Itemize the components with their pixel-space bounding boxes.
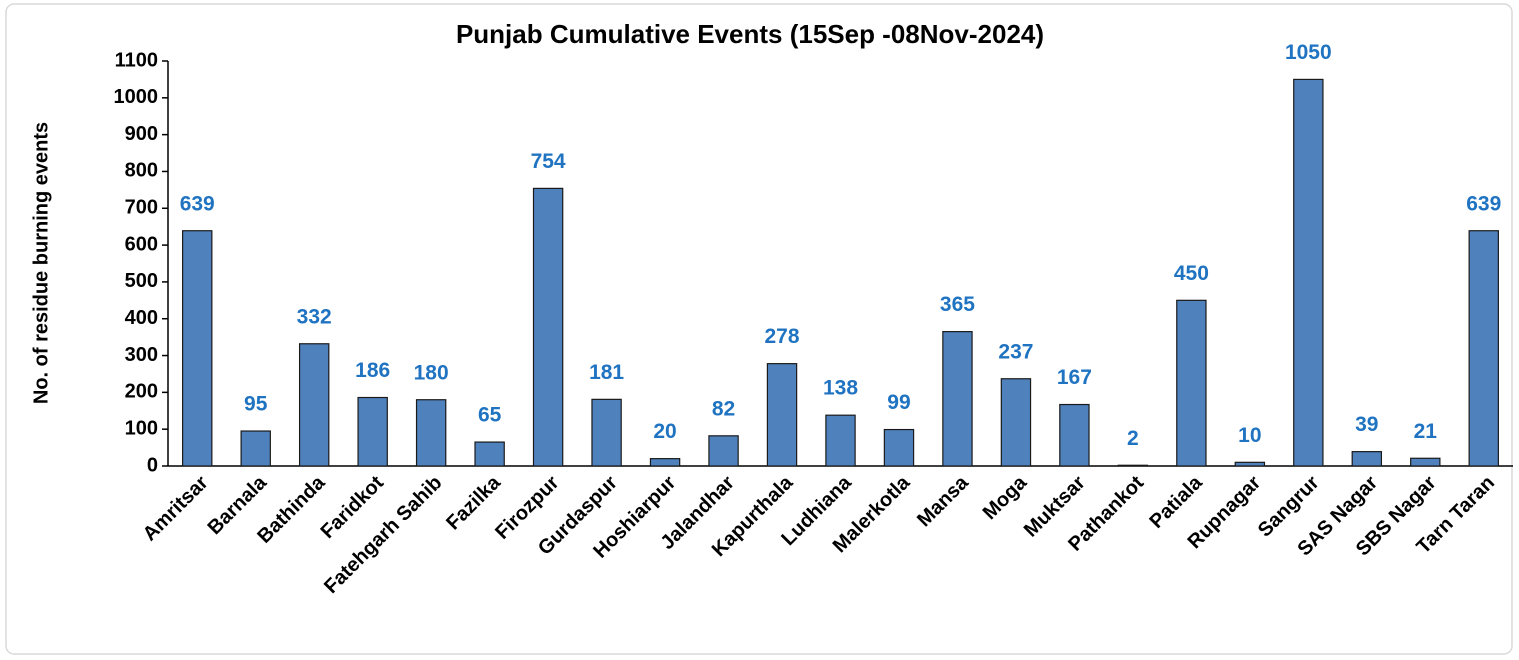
y-tick-label: 1100: [115, 49, 158, 71]
bar: [649, 458, 681, 467]
data-label: 278: [764, 325, 799, 348]
bar: [1117, 464, 1149, 467]
data-label: 1050: [1285, 41, 1332, 64]
y-tick-label: 300: [125, 344, 158, 366]
data-label: 20: [653, 420, 676, 443]
data-label: 167: [1057, 366, 1092, 389]
data-label: 82: [712, 397, 735, 420]
data-label: 754: [531, 150, 566, 173]
bar: [591, 398, 622, 467]
bar: [1351, 451, 1383, 467]
data-label: 639: [1466, 192, 1501, 215]
y-tick-label: 200: [125, 381, 158, 403]
chart-border: [5, 3, 1513, 655]
data-label: 99: [887, 391, 910, 414]
data-label: 180: [414, 361, 449, 384]
data-label: 2: [1127, 427, 1139, 450]
bar: [1410, 457, 1441, 467]
data-label: 450: [1174, 262, 1209, 285]
y-tick-label: 1000: [114, 86, 159, 108]
chart-title: Punjab Cumulative Events (15Sep -08Nov-2…: [456, 19, 1044, 49]
y-tick-label: 600: [125, 233, 158, 255]
y-tick-label: 900: [125, 123, 158, 145]
bar: [708, 435, 739, 467]
bar: [883, 428, 915, 467]
data-label: 21: [1414, 420, 1438, 443]
bar: [766, 363, 798, 467]
data-label: 95: [244, 393, 268, 416]
bar: [825, 414, 856, 467]
data-label: 39: [1355, 413, 1378, 436]
data-label: 639: [180, 192, 215, 215]
y-axis-label: No. of residue burning events: [30, 122, 52, 404]
bar: [182, 230, 213, 467]
data-label: 10: [1238, 424, 1261, 447]
y-tick-label: 800: [125, 160, 158, 182]
bar: [240, 430, 271, 467]
bar: [1234, 461, 1266, 467]
bar: [1468, 230, 1499, 467]
bar: [532, 187, 564, 467]
bar: [1293, 78, 1324, 467]
y-tick-label: 400: [125, 307, 158, 329]
data-label: 237: [998, 340, 1033, 363]
bar: [1059, 403, 1090, 467]
data-label: 332: [297, 305, 332, 328]
bar: [415, 399, 447, 467]
data-label: 138: [823, 377, 858, 400]
bar: [942, 331, 973, 467]
y-tick-label: 500: [125, 270, 158, 292]
data-label: 365: [940, 293, 975, 316]
y-tick-label: 700: [125, 197, 158, 219]
bar: [1176, 299, 1207, 467]
bar: [298, 343, 330, 467]
bar: [357, 396, 388, 467]
y-tick-label: 100: [125, 417, 158, 439]
bar: [1000, 378, 1032, 467]
y-tick-label: 0: [147, 454, 158, 476]
bar: [474, 441, 505, 467]
data-label: 181: [589, 361, 624, 384]
data-label: 186: [355, 359, 390, 382]
data-label: 65: [478, 404, 502, 427]
